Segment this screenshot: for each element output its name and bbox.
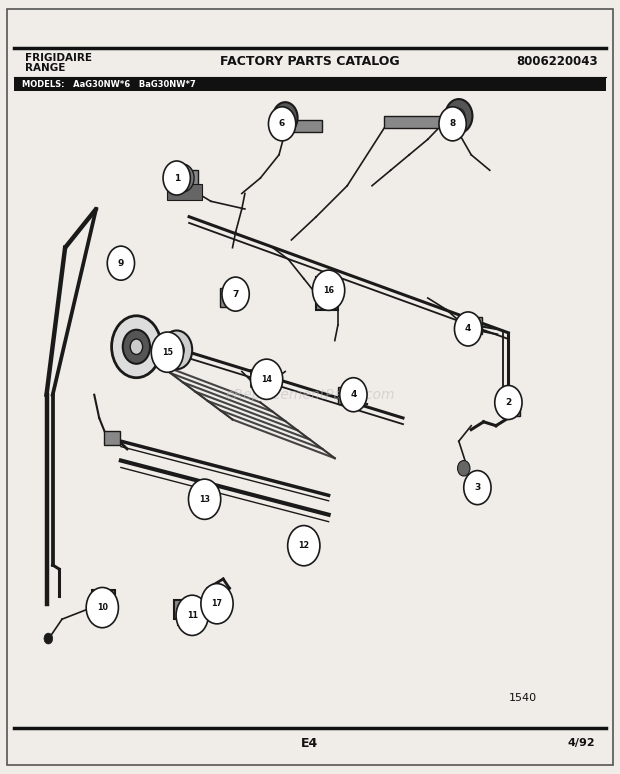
Circle shape xyxy=(188,479,221,519)
Text: 4: 4 xyxy=(350,390,356,399)
Circle shape xyxy=(250,359,283,399)
Bar xyxy=(338,387,350,404)
Text: 10: 10 xyxy=(97,603,108,612)
Circle shape xyxy=(288,526,320,566)
Bar xyxy=(273,120,322,132)
Circle shape xyxy=(112,316,161,378)
Circle shape xyxy=(280,111,291,125)
Circle shape xyxy=(222,277,249,311)
Text: 12: 12 xyxy=(298,541,309,550)
Circle shape xyxy=(176,595,208,635)
Bar xyxy=(384,116,440,128)
Bar xyxy=(160,341,175,350)
Bar xyxy=(170,170,198,194)
Circle shape xyxy=(172,164,194,192)
Text: 16: 16 xyxy=(323,286,334,295)
Text: eReplacementParts.com: eReplacementParts.com xyxy=(225,388,395,402)
Text: 1: 1 xyxy=(174,173,180,183)
Text: FRIGIDAIRE: FRIGIDAIRE xyxy=(25,53,92,63)
Text: MODELS:   AaG30NW*6   BaG30NW*7: MODELS: AaG30NW*6 BaG30NW*7 xyxy=(22,80,195,89)
Circle shape xyxy=(130,339,143,354)
Text: 14: 14 xyxy=(261,375,272,384)
Circle shape xyxy=(123,330,150,364)
Bar xyxy=(507,397,520,416)
Text: FACTORY PARTS CATALOG: FACTORY PARTS CATALOG xyxy=(220,55,400,68)
Circle shape xyxy=(458,461,470,476)
Bar xyxy=(14,77,606,91)
Bar xyxy=(220,288,237,307)
Bar xyxy=(316,277,338,310)
Text: 15: 15 xyxy=(162,348,173,357)
Circle shape xyxy=(151,332,184,372)
Bar xyxy=(251,370,273,387)
Text: 4/92: 4/92 xyxy=(567,738,595,748)
Circle shape xyxy=(464,471,491,505)
Circle shape xyxy=(90,600,102,615)
Text: 4: 4 xyxy=(465,324,471,334)
Text: 2: 2 xyxy=(505,398,511,407)
Bar xyxy=(167,184,202,200)
Circle shape xyxy=(453,108,465,124)
Text: 6: 6 xyxy=(279,119,285,128)
Bar xyxy=(174,600,198,619)
Bar xyxy=(191,489,205,502)
Circle shape xyxy=(268,107,296,141)
Text: E4: E4 xyxy=(301,737,319,749)
Text: 7: 7 xyxy=(232,289,239,299)
Circle shape xyxy=(44,633,53,644)
Text: 3: 3 xyxy=(474,483,480,492)
Text: 11: 11 xyxy=(187,611,198,620)
Text: 17: 17 xyxy=(211,599,223,608)
Circle shape xyxy=(161,330,192,369)
Circle shape xyxy=(340,378,367,412)
Text: 9: 9 xyxy=(118,259,124,268)
Bar xyxy=(92,590,115,611)
Circle shape xyxy=(495,385,522,420)
Circle shape xyxy=(163,161,190,195)
Circle shape xyxy=(169,341,184,359)
Text: 8: 8 xyxy=(450,119,456,128)
Bar xyxy=(104,431,120,445)
Circle shape xyxy=(445,99,472,133)
Circle shape xyxy=(86,587,118,628)
Bar xyxy=(471,317,482,334)
Circle shape xyxy=(454,312,482,346)
Circle shape xyxy=(439,107,466,141)
Text: 8006220043: 8006220043 xyxy=(516,55,598,68)
Circle shape xyxy=(201,584,233,624)
Bar xyxy=(177,615,188,625)
Circle shape xyxy=(107,246,135,280)
Circle shape xyxy=(273,102,298,133)
Text: 1540: 1540 xyxy=(508,694,536,703)
Text: 13: 13 xyxy=(199,495,210,504)
Text: RANGE: RANGE xyxy=(25,63,65,73)
Circle shape xyxy=(312,270,345,310)
